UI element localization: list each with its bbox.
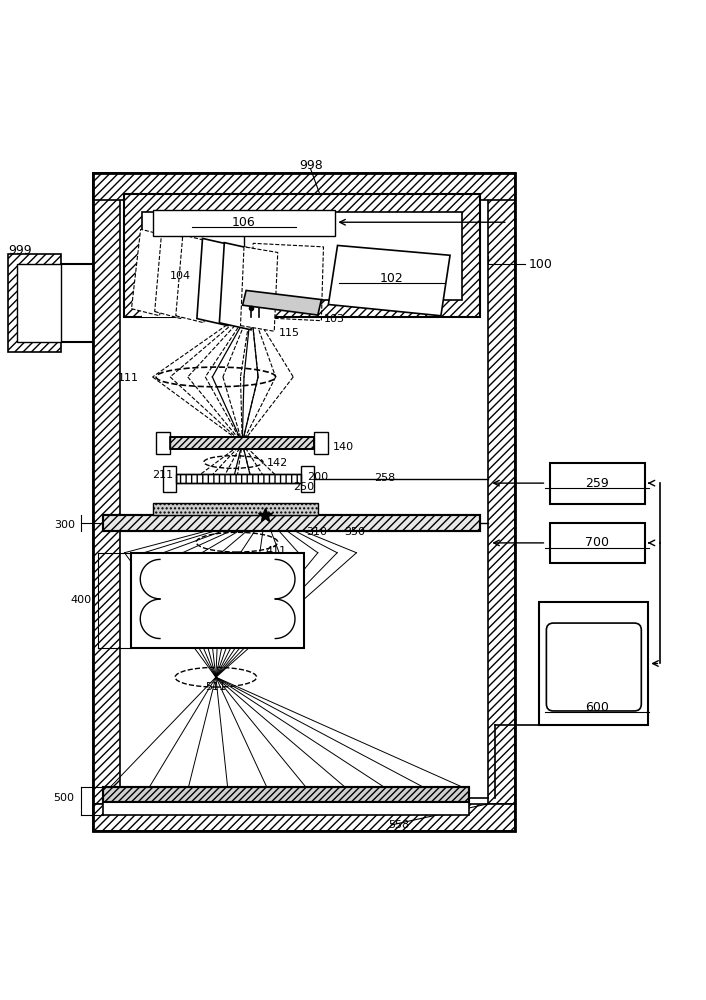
Text: 258: 258	[374, 473, 395, 483]
Polygon shape	[176, 235, 211, 323]
Text: 999: 999	[8, 244, 32, 257]
Polygon shape	[243, 290, 321, 315]
Text: 106: 106	[232, 216, 256, 229]
Polygon shape	[131, 229, 169, 316]
Bar	[550, 523, 645, 563]
Text: 104: 104	[170, 271, 191, 281]
Bar	[152, 210, 335, 236]
Bar	[176, 474, 301, 483]
Bar	[539, 602, 648, 725]
Bar	[163, 466, 176, 492]
Text: 259: 259	[585, 477, 609, 490]
Text: 115: 115	[279, 328, 300, 338]
Bar	[92, 173, 515, 200]
Bar	[488, 173, 515, 804]
Bar	[17, 264, 61, 342]
Text: 558: 558	[388, 820, 409, 830]
Text: 103: 103	[323, 314, 345, 324]
Polygon shape	[241, 247, 277, 331]
Bar	[152, 503, 318, 515]
Text: 400: 400	[71, 595, 91, 605]
Bar	[103, 802, 469, 815]
Text: 200: 200	[307, 472, 328, 482]
Text: 310: 310	[306, 527, 327, 537]
Text: 600: 600	[585, 701, 609, 714]
Text: 700: 700	[585, 536, 609, 549]
Text: 140: 140	[333, 442, 354, 452]
Bar	[301, 466, 313, 492]
Bar	[103, 515, 479, 531]
Polygon shape	[155, 231, 188, 319]
Text: 111: 111	[117, 373, 138, 383]
Text: 350: 350	[345, 527, 366, 537]
Bar	[131, 553, 304, 648]
Text: 998: 998	[299, 159, 323, 172]
Bar	[119, 200, 488, 804]
Text: 411: 411	[265, 546, 287, 556]
Bar	[103, 515, 479, 531]
Text: 500: 500	[53, 793, 74, 803]
Polygon shape	[197, 238, 234, 326]
Text: 511: 511	[205, 682, 227, 692]
Bar	[142, 212, 462, 300]
Bar	[142, 298, 249, 317]
Bar	[8, 254, 61, 352]
Bar	[92, 173, 119, 804]
Bar	[156, 432, 170, 454]
Bar	[124, 194, 479, 317]
Bar	[92, 804, 515, 831]
Polygon shape	[328, 245, 450, 316]
Bar	[550, 463, 645, 504]
Bar	[314, 432, 328, 454]
Text: 100: 100	[529, 258, 553, 271]
Bar	[170, 437, 314, 449]
Text: 102: 102	[380, 272, 404, 285]
Bar	[170, 437, 314, 449]
Polygon shape	[220, 243, 256, 330]
Bar	[103, 787, 469, 802]
Text: 142: 142	[267, 458, 289, 468]
Text: 211: 211	[152, 470, 174, 480]
Text: 250: 250	[293, 482, 314, 492]
Bar	[103, 787, 469, 802]
FancyBboxPatch shape	[546, 623, 641, 711]
Text: 300: 300	[54, 520, 76, 530]
Bar	[176, 474, 301, 483]
Bar	[92, 173, 515, 831]
